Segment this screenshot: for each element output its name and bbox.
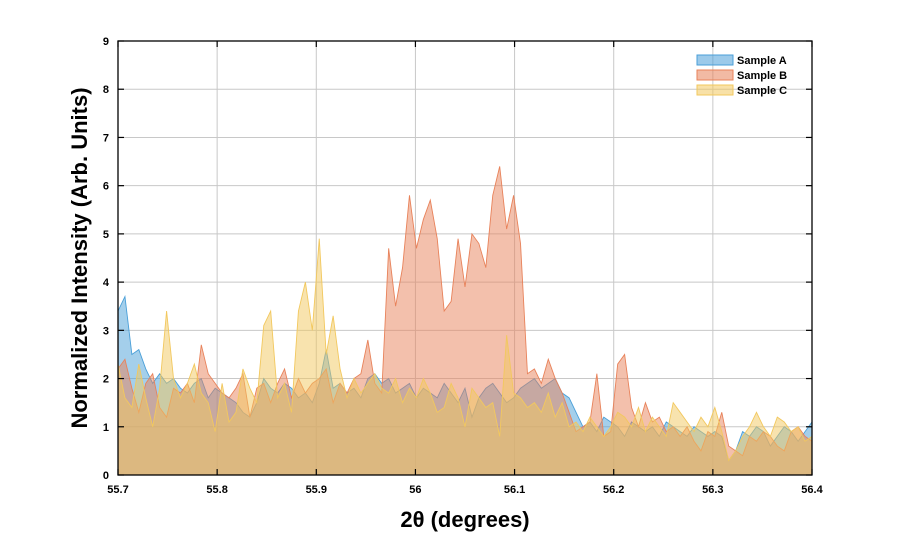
x-tick-label-3: 56 (409, 484, 421, 496)
y-tick-label-7: 7 (103, 132, 109, 144)
series-area-sample-c (118, 238, 812, 475)
legend-label-2: Sample C (737, 85, 787, 97)
y-tick-label-3: 3 (103, 325, 109, 337)
x-tick-label-4: 56.1 (504, 484, 525, 496)
y-tick-label-0: 0 (103, 470, 109, 482)
y-tick-label-8: 8 (103, 84, 109, 96)
legend-label-0: Sample A (737, 55, 787, 67)
y-tick-label-6: 6 (103, 181, 109, 193)
series-line-sample-c (117, 238, 813, 462)
legend-swatch-2 (696, 84, 734, 96)
y-tick-label-1: 1 (103, 422, 109, 434)
x-tick-label-0: 55.7 (107, 484, 128, 496)
x-tick-label-7: 56.4 (801, 484, 823, 496)
y-tick-label-9: 9 (103, 36, 109, 48)
series-layer (117, 166, 813, 475)
x-tick-label-6: 56.3 (702, 484, 723, 496)
y-tick-label-5: 5 (103, 229, 109, 241)
legend-label-1: Sample B (737, 70, 787, 82)
x-tick-label-5: 56.2 (603, 484, 624, 496)
y-tick-label-4: 4 (103, 277, 110, 289)
legend: Sample A Sample B Sample C (696, 54, 787, 97)
legend-swatch-1 (696, 69, 734, 81)
y-tick-label-2: 2 (103, 374, 109, 386)
plot-frame (117, 40, 813, 476)
x-tick-label-2: 55.9 (306, 484, 327, 496)
legend-swatch-0 (696, 54, 734, 66)
x-axis-title: 2θ (degrees) (400, 507, 529, 532)
y-axis-title: Normalized Intensity (Arb. Units) (67, 87, 92, 428)
x-tick-label-1: 55.8 (206, 484, 227, 496)
